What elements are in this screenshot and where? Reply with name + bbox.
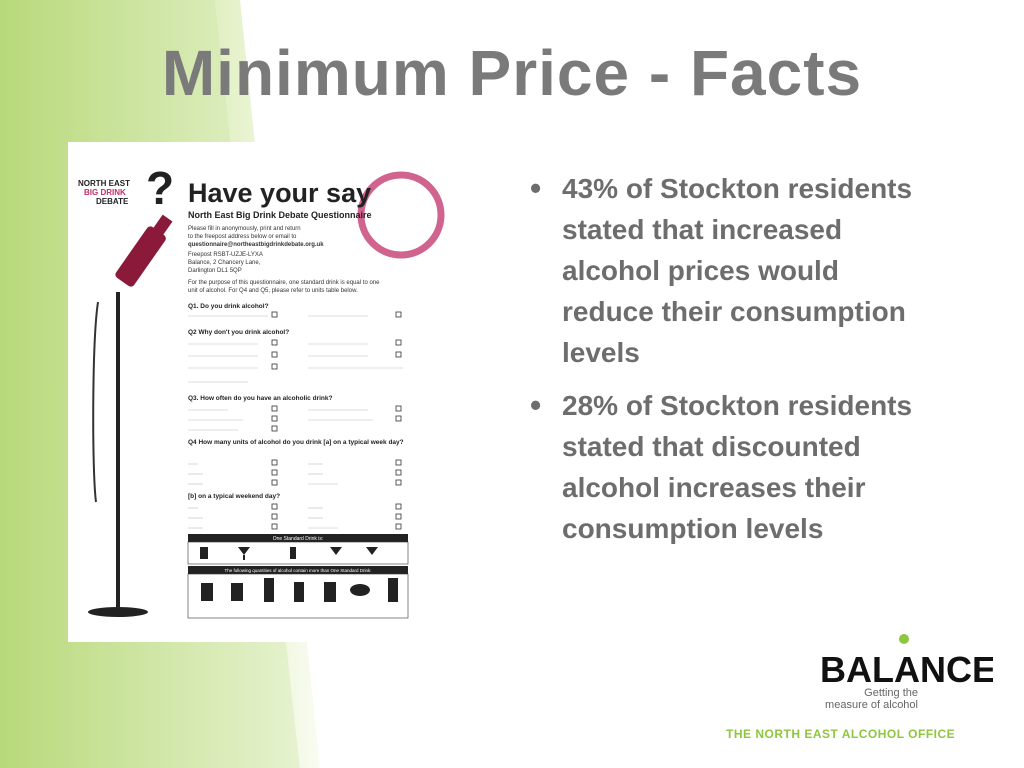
- svg-text:Q3. How often do you have an a: Q3. How often do you have an alcoholic d…: [188, 395, 332, 402]
- svg-text:Q4 How many units of alcohol d: Q4 How many units of alcohol do you drin…: [188, 439, 404, 446]
- big-drink-debate-logo: NORTH EAST BIG DRINK DEBATE ?: [78, 162, 174, 214]
- bullet-icon: •: [530, 387, 542, 423]
- fact-list: • 43% of Stockton residents stated that …: [530, 168, 930, 561]
- fact-item: • 28% of Stockton residents stated that …: [530, 385, 930, 549]
- svg-text:Freepost RSBT-UZJE-LYXA: Freepost RSBT-UZJE-LYXA: [188, 252, 263, 258]
- svg-text:For the purpose of this questi: For the purpose of this questionnaire, o…: [188, 280, 380, 286]
- wine-bottle-icon: [115, 226, 166, 287]
- svg-text:NORTH EAST: NORTH EAST: [78, 179, 130, 188]
- mic-stand-icon: [116, 292, 120, 607]
- balance-logo: BALANCE Getting the measure of alcohol: [818, 632, 996, 714]
- questionnaire-image: NORTH EAST BIG DRINK DEBATE ? Have your …: [68, 142, 450, 642]
- fact-item: • 43% of Stockton residents stated that …: [530, 168, 930, 373]
- svg-text:unit of alcohol. For Q4 and Q5: unit of alcohol. For Q4 and Q5, please r…: [188, 288, 358, 294]
- svg-text:BIG DRINK: BIG DRINK: [84, 188, 126, 197]
- svg-text:measure of alcohol: measure of alcohol: [825, 699, 918, 711]
- slide-title: Minimum Price - Facts: [161, 37, 863, 109]
- bullet-icon: •: [530, 170, 542, 206]
- svg-text:to the freepost address below: to the freepost address below or email t…: [188, 234, 297, 240]
- svg-text:Getting the: Getting the: [864, 687, 918, 699]
- fact-text: 43% of Stockton residents stated that in…: [562, 173, 913, 368]
- svg-text:Please fill in anonymously, pr: Please fill in anonymously, print and re…: [188, 226, 301, 232]
- svg-text:The following quantities of al: The following quantities of alcohol cont…: [224, 568, 371, 573]
- svg-text:Have your say: Have your say: [188, 178, 371, 208]
- svg-text:[b] on a typical weekend day?: [b] on a typical weekend day?: [188, 493, 280, 500]
- svg-text:DEBATE: DEBATE: [96, 197, 129, 206]
- svg-text:Q2 Why don't you drink alcohol: Q2 Why don't you drink alcohol?: [188, 329, 289, 336]
- footer-org-name: THE NORTH EAST ALCOHOL OFFICE: [726, 727, 956, 741]
- fact-text: 28% of Stockton residents stated that di…: [562, 390, 913, 544]
- svg-text:?: ?: [146, 162, 174, 214]
- svg-text:questionnaire@northeastbigdrin: questionnaire@northeastbigdrinkdebate.or…: [188, 242, 324, 248]
- svg-text:Darlington DL1 5QP: Darlington DL1 5QP: [188, 268, 242, 274]
- svg-text:Balance, 2 Chancery Lane,: Balance, 2 Chancery Lane,: [188, 260, 261, 266]
- svg-text:BALANCE: BALANCE: [820, 649, 993, 690]
- svg-text:Q1. Do you drink alcohol?: Q1. Do you drink alcohol?: [188, 303, 269, 310]
- svg-text:North East Big Drink Debate Qu: North East Big Drink Debate Questionnair…: [188, 210, 372, 220]
- svg-text:One Standard Drink is:: One Standard Drink is:: [273, 536, 324, 542]
